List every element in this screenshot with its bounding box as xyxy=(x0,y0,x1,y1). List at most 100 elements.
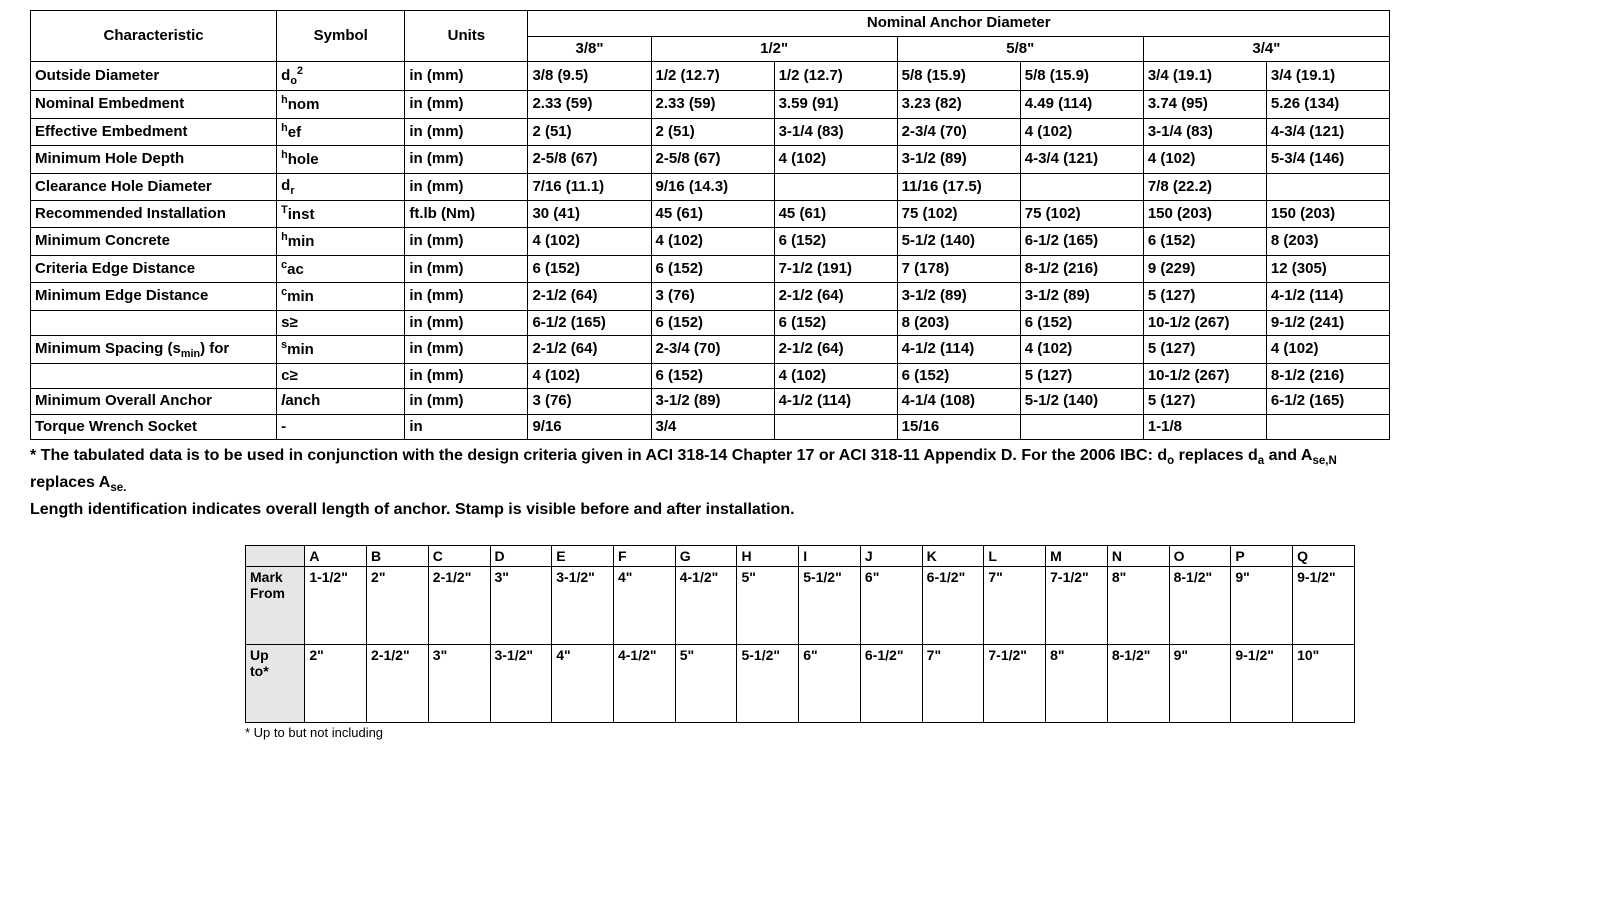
cell-value: 4-1/2 (114) xyxy=(774,389,897,415)
cell-value: 4-1/4 (108) xyxy=(897,389,1020,415)
mark-cell: 5" xyxy=(675,645,737,723)
mark-cell: 7" xyxy=(984,567,1046,645)
mark-cell: 5-1/2" xyxy=(799,567,861,645)
cell-value xyxy=(1020,173,1143,200)
cell-value: 2-1/2 (64) xyxy=(528,336,651,364)
mark-cell: 8" xyxy=(1046,645,1108,723)
mark-cell: 6" xyxy=(799,645,861,723)
cell-value: 11/16 (17.5) xyxy=(897,173,1020,200)
cell-units: in (mm) xyxy=(405,255,528,283)
cell-value: 1/2 (12.7) xyxy=(651,62,774,91)
table-row: Minimum Concretehminin (mm)4 (102)4 (102… xyxy=(31,228,1390,256)
cell-value: 9/16 xyxy=(528,414,651,440)
mark-cell: 4-1/2" xyxy=(675,567,737,645)
cell-value: 3/8 (9.5) xyxy=(528,62,651,91)
table-row: Recommended InstallationTinstft.lb (Nm)3… xyxy=(31,200,1390,228)
cell-value: 4 (102) xyxy=(1143,146,1266,174)
cell-value xyxy=(774,414,897,440)
mark-cell: 1-1/2" xyxy=(305,567,367,645)
cell-units: in (mm) xyxy=(405,91,528,119)
mark-header-cell: Q xyxy=(1293,546,1355,567)
cell-value: 4.49 (114) xyxy=(1020,91,1143,119)
cell-symbol: Tinst xyxy=(277,200,405,228)
mark-header-cell: J xyxy=(860,546,922,567)
table-row: Torque Wrench Socket-in9/163/415/161-1/8 xyxy=(31,414,1390,440)
cell-symbol: - xyxy=(277,414,405,440)
cell-characteristic: Criteria Edge Distance xyxy=(31,255,277,283)
cell-value: 4 (102) xyxy=(528,363,651,389)
cell-value: 4 (102) xyxy=(651,228,774,256)
mark-header-cell: N xyxy=(1107,546,1169,567)
cell-value: 4 (102) xyxy=(528,228,651,256)
cell-value: 4-1/2 (114) xyxy=(897,336,1020,364)
cell-value: 15/16 xyxy=(897,414,1020,440)
length-mark-table: ABCDEFGHIJKLMNOPQ MarkFrom1-1/2"2"2-1/2"… xyxy=(245,545,1355,723)
cell-value: 4 (102) xyxy=(1020,336,1143,364)
anchor-spec-table: Characteristic Symbol Units Nominal Anch… xyxy=(30,10,1390,440)
table-header: Characteristic Symbol Units Nominal Anch… xyxy=(31,11,1390,62)
cell-value: 3-1/2 (89) xyxy=(897,283,1020,311)
cell-characteristic: Minimum Spacing (smin) for xyxy=(31,336,277,364)
cell-value: 3/4 xyxy=(651,414,774,440)
mark-cell: 7-1/2" xyxy=(984,645,1046,723)
mark-cell: 10" xyxy=(1293,645,1355,723)
cell-value xyxy=(1020,414,1143,440)
cell-value: 3-1/2 (89) xyxy=(651,389,774,415)
table-row: c≥in (mm)4 (102)6 (152)4 (102)6 (152)5 (… xyxy=(31,363,1390,389)
cell-characteristic: Clearance Hole Diameter xyxy=(31,173,277,200)
cell-value: 6 (152) xyxy=(1020,310,1143,336)
table-row: Minimum Edge Distancecminin (mm)2-1/2 (6… xyxy=(31,283,1390,311)
cell-value: 7/8 (22.2) xyxy=(1143,173,1266,200)
cell-value: 4 (102) xyxy=(1020,118,1143,146)
cell-value: 2-5/8 (67) xyxy=(651,146,774,174)
cell-value: 2-1/2 (64) xyxy=(528,283,651,311)
cell-units: in (mm) xyxy=(405,336,528,364)
mark-cell: 2" xyxy=(305,645,367,723)
cell-value: 5-1/2 (140) xyxy=(897,228,1020,256)
cell-symbol: lanch xyxy=(277,389,405,415)
mark-cell: 7" xyxy=(922,645,984,723)
mark-header-cell: D xyxy=(490,546,552,567)
cell-symbol: do2 xyxy=(277,62,405,91)
mark-cell: 3" xyxy=(490,567,552,645)
mark-cell: 4-1/2" xyxy=(613,645,675,723)
cell-characteristic: Outside Diameter xyxy=(31,62,277,91)
mark-row-label: Upto* xyxy=(246,645,305,723)
cell-value: 45 (61) xyxy=(651,200,774,228)
cell-value: 6-1/2 (165) xyxy=(1020,228,1143,256)
cell-value: 4 (102) xyxy=(774,363,897,389)
cell-characteristic: Minimum Edge Distance xyxy=(31,283,277,311)
cell-value: 4-3/4 (121) xyxy=(1020,146,1143,174)
table-row: Nominal Embedmenthnomin (mm)2.33 (59)2.3… xyxy=(31,91,1390,119)
cell-value: 5 (127) xyxy=(1143,283,1266,311)
mark-header-cell: P xyxy=(1231,546,1293,567)
cell-units: in (mm) xyxy=(405,146,528,174)
mark-cell: 6-1/2" xyxy=(860,645,922,723)
mark-footnote: * Up to but not including xyxy=(245,725,1355,740)
cell-value: 3-1/2 (89) xyxy=(897,146,1020,174)
mark-cell: 3-1/2" xyxy=(490,645,552,723)
cell-value: 5/8 (15.9) xyxy=(897,62,1020,91)
cell-value: 7-1/2 (191) xyxy=(774,255,897,283)
cell-value: 3.74 (95) xyxy=(1143,91,1266,119)
cell-value: 150 (203) xyxy=(1143,200,1266,228)
cell-value: 3-1/4 (83) xyxy=(774,118,897,146)
cell-units: in (mm) xyxy=(405,173,528,200)
cell-value: 12 (305) xyxy=(1266,255,1389,283)
cell-characteristic: Recommended Installation xyxy=(31,200,277,228)
cell-characteristic: Minimum Overall Anchor xyxy=(31,389,277,415)
cell-units: in (mm) xyxy=(405,62,528,91)
mark-header-cell: H xyxy=(737,546,799,567)
cell-value xyxy=(1266,173,1389,200)
mark-cell: 9" xyxy=(1169,645,1231,723)
cell-symbol: hhole xyxy=(277,146,405,174)
cell-symbol: hef xyxy=(277,118,405,146)
mark-cell: 8" xyxy=(1107,567,1169,645)
cell-units: in (mm) xyxy=(405,118,528,146)
cell-value: 2-3/4 (70) xyxy=(651,336,774,364)
cell-value: 2-5/8 (67) xyxy=(528,146,651,174)
cell-value: 7 (178) xyxy=(897,255,1020,283)
cell-characteristic: Minimum Hole Depth xyxy=(31,146,277,174)
cell-value: 150 (203) xyxy=(1266,200,1389,228)
header-symbol: Symbol xyxy=(277,11,405,62)
